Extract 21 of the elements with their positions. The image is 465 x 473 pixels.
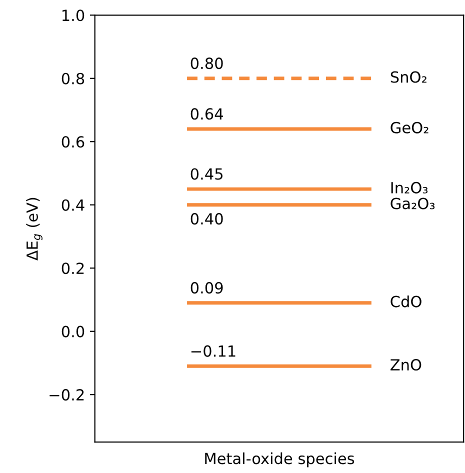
data-label: 0.40 [190, 213, 223, 225]
y-tick-label: 0.4 [62, 199, 84, 211]
series-label: CdO [390, 295, 422, 308]
y-tick-label: 0.8 [62, 72, 84, 84]
y-tick-label: −0.2 [50, 389, 84, 401]
series-label: SnO₂ [390, 71, 426, 83]
data-label: 0.80 [190, 58, 223, 70]
data-label: 0.09 [190, 282, 223, 294]
series-label: In₂O₃ [391, 182, 428, 194]
series-label: ZnO [390, 359, 422, 371]
y-tick-label: 0.6 [62, 136, 84, 148]
series-label: Ga₂O₃ [390, 198, 435, 210]
y-tick-label: 1.0 [62, 10, 84, 22]
x-axis-title: Metal-oxide species [205, 452, 354, 468]
data-label: 0.45 [190, 168, 222, 180]
y-axis-title: ΔE$_{g}$ (eV) [26, 198, 42, 261]
y-tick-label: 0.2 [62, 262, 84, 274]
data-label: −0.11 [191, 345, 236, 357]
series-label: GeO₂ [390, 122, 428, 134]
y-tick-label: 0.0 [62, 326, 84, 338]
data-label: 0.64 [190, 108, 223, 120]
